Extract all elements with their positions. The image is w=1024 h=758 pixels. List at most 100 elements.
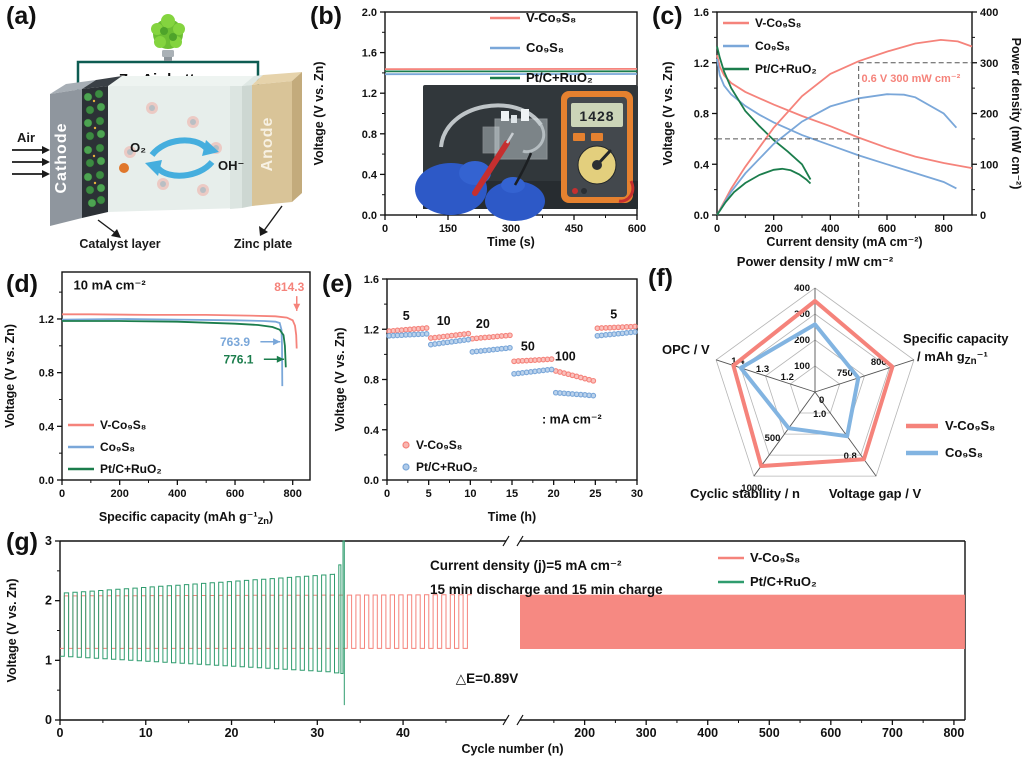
radar-series	[738, 322, 861, 439]
radar-series	[731, 299, 895, 468]
svg-text:776.1: 776.1	[223, 352, 253, 366]
series	[384, 68, 638, 76]
series	[716, 38, 973, 216]
radar-ring	[789, 365, 841, 414]
svg-text:Cyclic stability / n: Cyclic stability / n	[690, 486, 800, 501]
y-axis: 0.0 0.4 0.8 1.2	[39, 291, 62, 487]
svg-text:0.4: 0.4	[362, 169, 378, 181]
x-axis: 0 10 20 30 40 200 300 400 500 600 700 800	[57, 720, 964, 740]
svg-text:5: 5	[610, 308, 617, 322]
legend: V-Co₉S₈ Co₉S₈ Pt/C+RuO₂	[490, 10, 593, 85]
svg-text:1.2: 1.2	[694, 58, 709, 70]
svg-text:1: 1	[45, 653, 52, 667]
series-line	[62, 313, 298, 349]
svg-text:20: 20	[225, 726, 239, 740]
svg-text:1.2: 1.2	[781, 372, 794, 383]
y-axis: 0.0 0.4 0.8 1.2 1.6 2.0	[362, 7, 385, 222]
series	[386, 323, 638, 399]
svg-text:1.2: 1.2	[362, 88, 377, 100]
svg-text:Pt/C+RuO₂: Pt/C+RuO₂	[526, 70, 593, 85]
panel-e-rate-performance-chart: 0 5 10 15 20 25 30 0.0 0.4 0.8 1.2 1.6 Time (h) Volta…	[333, 274, 643, 524]
svg-text:1.6: 1.6	[694, 7, 709, 19]
svg-text:450: 450	[565, 223, 583, 235]
svg-text:0: 0	[980, 210, 986, 222]
series-line	[716, 46, 812, 180]
svg-text:Voltage (V vs. Zn): Voltage (V vs. Zn)	[3, 324, 17, 428]
svg-text:400: 400	[168, 488, 186, 500]
svg-text:0.8: 0.8	[39, 368, 54, 380]
svg-text:10: 10	[437, 314, 451, 328]
svg-text:500: 500	[765, 433, 781, 444]
series-line	[716, 93, 958, 216]
svg-text:Co₉S₈: Co₉S₈	[100, 440, 135, 454]
svg-text:: mA cm⁻²: : mA cm⁻²	[542, 412, 602, 426]
svg-text:20: 20	[548, 488, 560, 500]
series-line	[62, 320, 287, 368]
black-probe	[513, 152, 533, 186]
svg-text:600: 600	[226, 488, 244, 500]
svg-text:0.0: 0.0	[39, 475, 54, 487]
series-line	[334, 540, 345, 706]
radar-spoke	[814, 359, 915, 393]
panel-label-g: (g)	[6, 528, 38, 556]
multimeter-reading: 1428	[579, 108, 614, 124]
svg-text:10: 10	[139, 726, 153, 740]
svg-text:1.2: 1.2	[39, 314, 54, 326]
svg-text:Voltage (V vs. Zn): Voltage (V vs. Zn)	[333, 328, 347, 432]
svg-text:0.4: 0.4	[364, 425, 380, 437]
svg-text:Voltage (V vs. Zn): Voltage (V vs. Zn)	[5, 579, 19, 683]
panel-label-b: (b)	[310, 2, 342, 30]
annotation-arrows	[97, 205, 283, 238]
cathode-label: Cathode	[53, 123, 70, 194]
series-line	[716, 58, 957, 190]
x-axis: 0 200 400 600 800	[59, 480, 302, 500]
series-band	[520, 594, 965, 649]
svg-text:0: 0	[384, 488, 390, 500]
chart-c: 0 200 400 600 800 0.0 0.4 0.8 1.2 1.6 0 100 200 300 40…	[661, 7, 1023, 249]
svg-text:800: 800	[871, 357, 887, 368]
svg-text:Cycle number (n): Cycle number (n)	[461, 742, 563, 756]
series	[60, 540, 965, 706]
panel-a-schematic: Zn-Air battery	[12, 14, 302, 251]
y2-axis: 0 100 200 300 400	[972, 7, 998, 222]
svg-text:30: 30	[631, 488, 643, 500]
svg-text:V-Co₉S₈: V-Co₉S₈	[526, 10, 576, 25]
series-line	[716, 54, 973, 169]
svg-text:0.0: 0.0	[362, 210, 377, 222]
svg-text:400: 400	[794, 283, 810, 294]
svg-text:100: 100	[794, 361, 810, 372]
svg-text:300: 300	[636, 726, 657, 740]
svg-text:1.6: 1.6	[364, 274, 379, 286]
series	[61, 313, 298, 387]
radar-chart: 100 200 300 400 Power density / mW cm⁻² 750 80…	[662, 254, 1009, 501]
svg-text:200: 200	[794, 335, 810, 346]
svg-text:800: 800	[943, 726, 964, 740]
svg-text:400: 400	[980, 7, 998, 19]
svg-text:V-Co₉S₈: V-Co₉S₈	[100, 418, 146, 432]
svg-text:Pt/C+RuO₂: Pt/C+RuO₂	[100, 462, 162, 476]
panel-b-inset-photo: 1428	[415, 85, 638, 221]
svg-text:20: 20	[476, 317, 490, 331]
svg-text:V-Co₉S₈: V-Co₉S₈	[416, 438, 462, 452]
tubing	[439, 103, 543, 148]
svg-text:Pt/C+RuO₂: Pt/C+RuO₂	[755, 62, 817, 76]
svg-text:2: 2	[45, 594, 52, 608]
radar-ring	[715, 287, 915, 477]
catalyst-layer-label: Catalyst layer	[79, 237, 160, 251]
svg-text:Co₉S₈: Co₉S₈	[945, 445, 983, 460]
svg-text:500: 500	[759, 726, 780, 740]
svg-text:300: 300	[794, 309, 810, 320]
svg-text:100: 100	[980, 159, 998, 171]
svg-text:Pt/C+RuO₂: Pt/C+RuO₂	[416, 460, 478, 474]
svg-text:30: 30	[310, 726, 324, 740]
svg-text:15: 15	[506, 488, 518, 500]
series-dots	[386, 329, 638, 399]
legend: V-Co₉S₈ Co₉S₈ Pt/C+RuO₂	[723, 16, 817, 76]
x-axis: 0 150 300 450 600	[382, 215, 646, 235]
svg-text:Current density (j)=5 mA cm⁻²: Current density (j)=5 mA cm⁻²	[430, 558, 622, 573]
svg-text:OPC / V: OPC / V	[662, 342, 710, 357]
svg-text:814.3: 814.3	[274, 280, 304, 294]
svg-text:15 min discharge and 15 min ch: 15 min discharge and 15 min charge	[430, 582, 663, 597]
svg-text:0.8: 0.8	[364, 375, 379, 387]
svg-text:Co₉S₈: Co₉S₈	[526, 40, 564, 55]
